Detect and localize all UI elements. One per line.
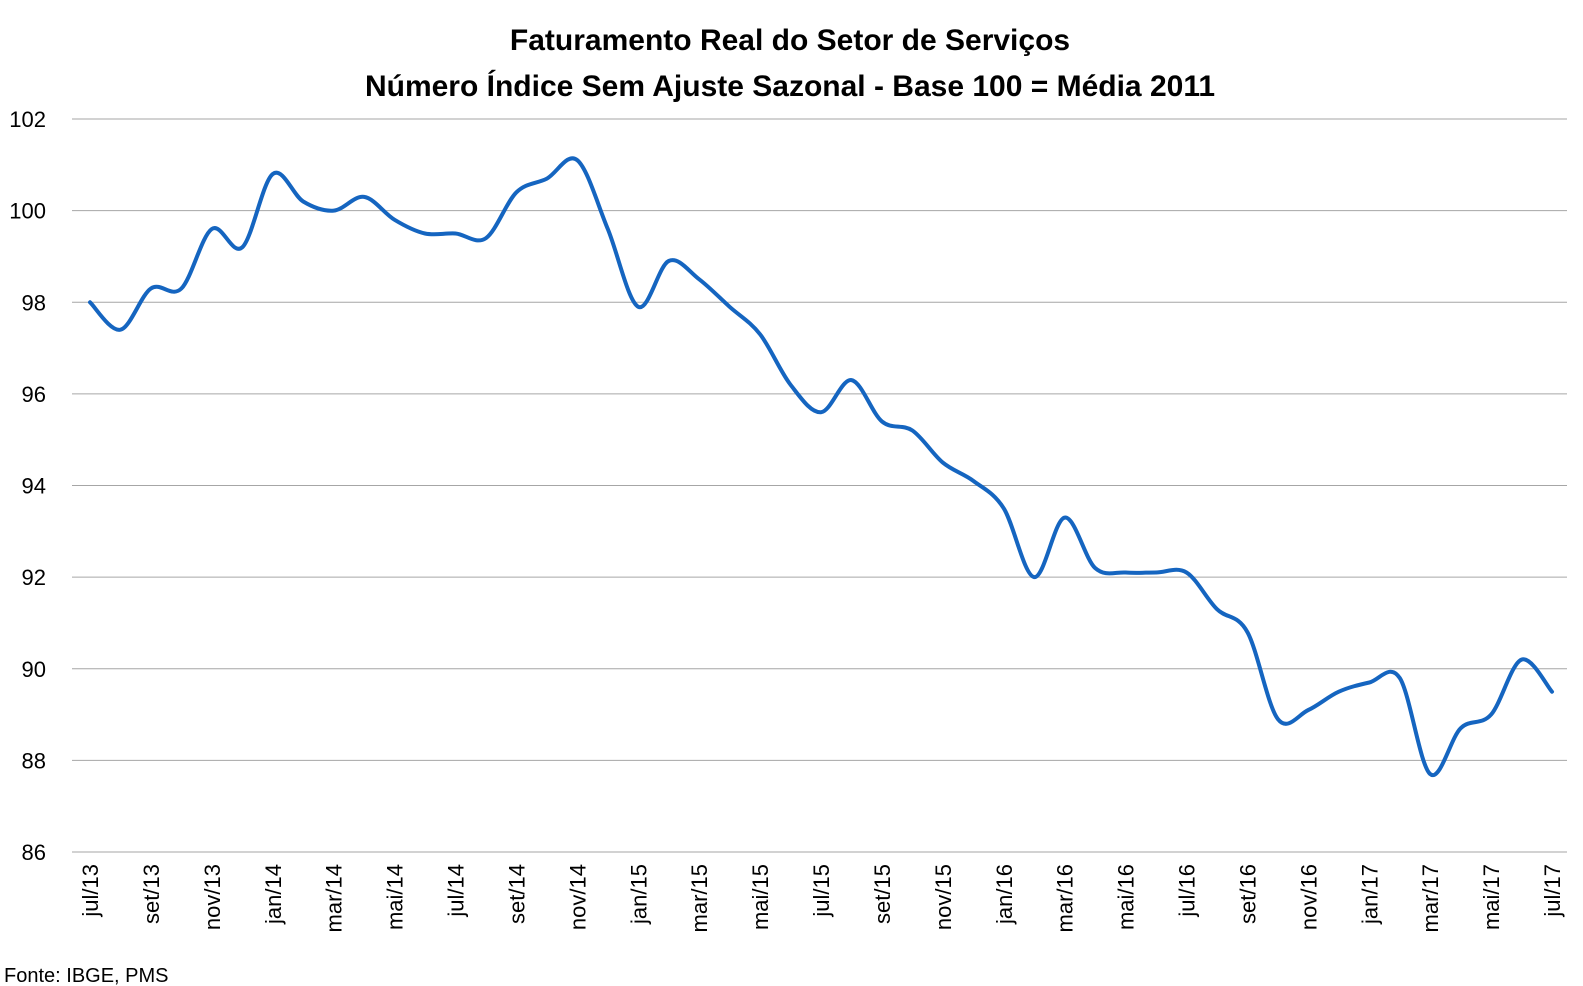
y-tick-label: 88: [22, 748, 46, 773]
x-tick-label: set/13: [139, 864, 164, 924]
x-tick-label: jul/16: [1175, 864, 1200, 918]
x-tick-label: mai/17: [1479, 864, 1504, 930]
gridlines: [72, 118, 1567, 853]
x-tick-label: mar/15: [687, 864, 712, 932]
x-tick-label: nov/16: [1296, 864, 1321, 930]
y-axis-tick-labels: 86 88 90 92 94 96 98 100 102: [9, 107, 46, 865]
x-tick-label: set/16: [1235, 864, 1260, 924]
y-tick-label: 96: [22, 382, 46, 407]
x-tick-label: jan/16: [992, 864, 1017, 925]
y-tick-label: 98: [22, 290, 46, 315]
source-note: Fonte: IBGE, PMS: [4, 965, 169, 986]
y-tick-label: 86: [22, 840, 46, 865]
x-tick-label: set/15: [870, 864, 895, 924]
x-tick-label: jul/15: [809, 864, 834, 918]
series-line: [88, 156, 1554, 778]
y-tick-label: 100: [9, 199, 46, 224]
x-tick-label: mar/14: [322, 864, 347, 932]
x-tick-label: jan/14: [261, 864, 286, 925]
y-tick-label: 92: [22, 565, 46, 590]
chart-title: Faturamento Real do Setor de Serviços: [510, 24, 1070, 57]
x-tick-label: jul/17: [1540, 864, 1565, 918]
y-tick-label: 102: [9, 107, 46, 132]
x-tick-label: mai/16: [1114, 864, 1139, 930]
x-tick-label: jul/13: [78, 864, 103, 918]
x-tick-label: jan/17: [1357, 864, 1382, 925]
x-tick-label: nov/14: [565, 864, 590, 930]
x-tick-label: jan/15: [626, 864, 651, 925]
x-tick-label: mai/15: [748, 864, 773, 930]
x-tick-label: set/14: [504, 864, 529, 924]
x-tick-label: mar/17: [1418, 864, 1443, 932]
y-tick-label: 94: [22, 474, 46, 499]
y-tick-label: 90: [22, 657, 46, 682]
x-tick-label: mai/14: [383, 864, 408, 930]
chart-subtitle: Número Índice Sem Ajuste Sazonal - Base …: [365, 69, 1215, 103]
x-tick-label: jul/14: [444, 864, 469, 918]
x-tick-label: nov/15: [931, 864, 956, 930]
series-layer: [88, 156, 1554, 778]
x-axis-tick-labels: jul/13 set/13 nov/13 jan/14 mar/14 mai/14 jul/…: [78, 864, 1565, 932]
x-tick-label: nov/13: [200, 864, 225, 930]
x-tick-label: mar/16: [1053, 864, 1078, 932]
